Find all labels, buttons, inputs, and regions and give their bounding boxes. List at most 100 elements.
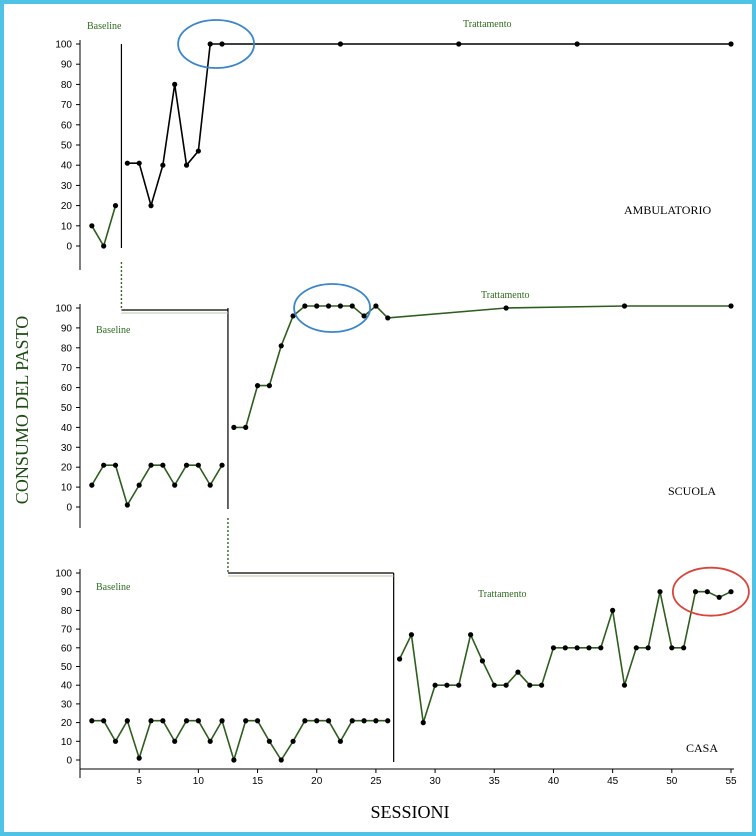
baseline-point — [148, 462, 154, 468]
treatment-point — [586, 645, 592, 651]
treatment-series-line — [398, 590, 732, 723]
y-tick-label: 40 — [61, 161, 73, 172]
y-tick-label: 80 — [61, 343, 73, 354]
y-tick-label: 100 — [55, 569, 72, 580]
x-tick-label: 55 — [725, 776, 737, 787]
baseline-point — [183, 462, 190, 468]
y-tick-label: 60 — [61, 120, 73, 131]
treatment-point — [468, 632, 474, 638]
treatment-point — [562, 645, 568, 651]
treatment-point — [325, 303, 332, 309]
baseline-point — [302, 718, 308, 724]
baseline-point — [160, 718, 166, 724]
baseline-point — [207, 738, 213, 744]
treatment-point — [432, 682, 438, 688]
treatment-point — [373, 303, 379, 309]
treatment-point — [183, 162, 190, 168]
treatment-point — [515, 669, 521, 675]
treatment-point — [361, 313, 367, 319]
treatment-point — [704, 589, 710, 595]
treatment-point — [219, 41, 225, 47]
y-tick-label: 10 — [61, 483, 73, 494]
y-tick-label: 30 — [61, 699, 73, 710]
baseline-point — [172, 738, 178, 744]
treatment-point — [278, 343, 284, 349]
treatment-point — [254, 383, 261, 389]
y-tick-label: 90 — [61, 323, 73, 334]
baseline-point — [373, 718, 379, 724]
y-tick-label: 0 — [66, 503, 72, 514]
baseline-point — [101, 462, 107, 468]
x-tick-label: 25 — [370, 776, 382, 787]
treatment-point — [621, 682, 628, 688]
baseline-point — [337, 738, 343, 744]
treatment-point — [396, 656, 403, 662]
y-tick-label: 30 — [61, 443, 73, 454]
x-tick-label: 45 — [607, 776, 619, 787]
y-tick-label: 50 — [61, 403, 73, 414]
treatment-point — [503, 305, 509, 311]
treatment-point — [266, 383, 272, 389]
treatment-point — [728, 41, 734, 47]
baseline-series-line — [91, 205, 117, 249]
baseline-point — [243, 718, 249, 724]
y-axis-title: CONSUMO DEL PASTO — [12, 316, 32, 504]
y-tick-label: 60 — [61, 643, 73, 654]
baseline-label: Baseline — [87, 21, 122, 32]
x-tick-label: 30 — [430, 776, 442, 787]
treatment-point — [124, 160, 130, 166]
x-axis-title: SESSIONI — [370, 802, 449, 822]
treatment-label: Trattamento — [481, 290, 530, 301]
baseline-point — [231, 757, 237, 763]
treatment-point — [195, 148, 201, 154]
baseline-point — [195, 718, 201, 724]
treatment-point — [444, 682, 450, 688]
y-tick-label: 90 — [61, 587, 73, 598]
treatment-point — [420, 720, 426, 726]
treatment-point — [728, 589, 734, 595]
y-tick-label: 80 — [61, 606, 73, 617]
baseline-point — [361, 718, 367, 724]
y-tick-label: 40 — [61, 423, 73, 434]
x-tick-label: 15 — [252, 776, 264, 787]
y-tick-label: 50 — [61, 141, 73, 152]
highlight-ellipse — [671, 566, 750, 617]
baseline-point — [385, 718, 391, 724]
y-tick-label: 100 — [55, 40, 72, 51]
treatment-point — [598, 645, 604, 651]
x-tick-label: 5 — [136, 776, 142, 787]
baseline-point — [278, 757, 284, 763]
baseline-point — [325, 718, 332, 724]
treatment-point — [337, 41, 343, 47]
y-tick-label: 70 — [61, 363, 73, 374]
setting-label: CASA — [686, 741, 718, 755]
treatment-point — [231, 424, 237, 430]
baseline-point — [266, 738, 272, 744]
treatment-point — [408, 632, 415, 638]
y-tick-label: 30 — [61, 181, 73, 192]
treatment-label: Trattamento — [478, 589, 527, 600]
treatment-point — [681, 645, 687, 651]
treatment-point — [550, 645, 557, 651]
treatment-point — [160, 162, 166, 168]
y-tick-label: 10 — [61, 221, 73, 232]
baseline-point — [136, 482, 142, 488]
baseline-label: Baseline — [96, 582, 131, 593]
treatment-point — [385, 315, 391, 321]
highlight-ellipse — [293, 283, 372, 333]
baseline-point — [183, 718, 190, 724]
treatment-point — [349, 303, 355, 309]
baseline-point — [160, 462, 166, 468]
y-tick-label: 0 — [66, 756, 72, 767]
y-tick-label: 40 — [61, 681, 73, 692]
baseline-point — [101, 243, 107, 249]
baseline-point — [290, 738, 296, 744]
treatment-point — [503, 682, 509, 688]
setting-label: AMBULATORIO — [624, 203, 711, 217]
treatment-point — [574, 41, 580, 47]
y-tick-label: 90 — [61, 60, 73, 71]
treatment-point — [172, 81, 178, 87]
y-tick-label: 20 — [61, 201, 73, 212]
chart-frame: 0 10 20 30 40 50 60 70 80 90 100 Baseline Trattament… — [4, 4, 752, 832]
